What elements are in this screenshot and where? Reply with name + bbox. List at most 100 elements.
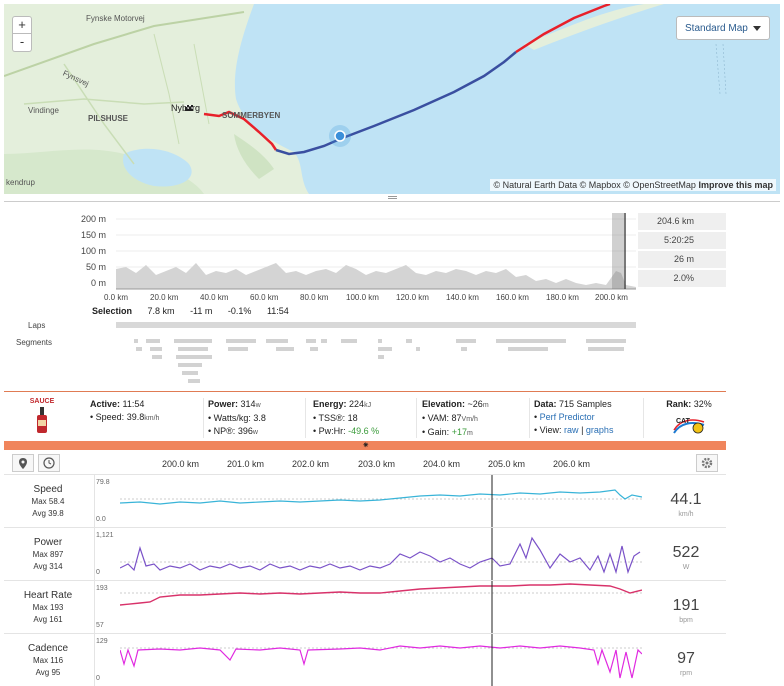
current-grade: 2.0% bbox=[638, 270, 726, 287]
stream-y-max: 193 bbox=[96, 585, 108, 592]
stream-y-max: 1,121 bbox=[96, 532, 114, 539]
elevation-profile-chart[interactable] bbox=[116, 213, 636, 295]
grip-icon bbox=[388, 196, 397, 199]
elevation-y-tick: 150 m bbox=[80, 230, 106, 240]
elevation-unit: m bbox=[482, 402, 489, 409]
elevation-column: Elevation: ~26m • VAM: 87Vm/h • Gain: +1… bbox=[422, 398, 530, 438]
map-style-dropdown[interactable]: Standard Map bbox=[676, 16, 770, 40]
map-pin-icon bbox=[19, 458, 27, 469]
attribution-text: © Natural Earth Data © Mapbox © OpenStre… bbox=[493, 180, 696, 190]
pwhr-label: Pw:Hr: bbox=[318, 426, 346, 436]
active-value: 11:54 bbox=[122, 399, 145, 409]
stream-max: Max 193 bbox=[32, 603, 64, 612]
time-axis-button[interactable] bbox=[38, 454, 60, 472]
current-elevation: 26 m bbox=[638, 251, 726, 268]
power-stream-label: Power Max 897 Avg 314 bbox=[4, 537, 92, 573]
heart-rate-stream-label: Heart Rate Max 193 Avg 161 bbox=[4, 590, 92, 626]
selection-elevation: -11 m bbox=[190, 306, 213, 316]
stream-y-min: 0 bbox=[96, 675, 100, 682]
category-badge-icon bbox=[673, 419, 705, 434]
elevation-x-tick: 100.0 km bbox=[346, 293, 379, 302]
segments-label: Segments bbox=[16, 338, 53, 347]
heart-rate-chart[interactable] bbox=[120, 581, 642, 633]
cadence-chart[interactable] bbox=[120, 634, 642, 686]
place-label: Vindinge bbox=[28, 106, 59, 115]
logo-text: SAUCE bbox=[29, 398, 55, 405]
speed-unit: km/h bbox=[144, 415, 160, 422]
stream-name: Cadence bbox=[27, 643, 69, 654]
energy-label: Energy: bbox=[313, 399, 347, 409]
speed-value: 39.8 bbox=[126, 412, 145, 422]
sauce-logo: SAUCE bbox=[22, 398, 62, 437]
pwhr-value: -49.6 % bbox=[348, 426, 380, 436]
zoom-out-button[interactable]: - bbox=[12, 34, 32, 52]
activity-summary: SAUCE Active: 11:54 • Speed: 39.8km/h Po… bbox=[4, 391, 726, 441]
speed-current-value: 44.1 bbox=[670, 491, 702, 508]
map-pin-button[interactable] bbox=[12, 454, 34, 472]
selection-time: 11:54 bbox=[266, 306, 289, 316]
route-map[interactable]: Fynske Motorvej Fynsvej Vindinge PILSHUS… bbox=[4, 4, 780, 194]
data-label: Data: bbox=[534, 399, 557, 409]
distance-tick: 206.0 km bbox=[553, 459, 591, 469]
stream-name: Heart Rate bbox=[23, 590, 73, 601]
active-column: Active: 11:54 • Speed: 39.8km/h bbox=[90, 398, 204, 438]
laps-bar[interactable] bbox=[116, 322, 636, 328]
stream-avg: Avg 39.8 bbox=[32, 509, 64, 518]
power-label: Power: bbox=[208, 399, 239, 409]
power-current-value: 522 bbox=[672, 544, 700, 561]
cadence-current-value: 97 bbox=[677, 650, 695, 667]
stream-max: Max 58.4 bbox=[31, 497, 65, 506]
vam-unit: Vm/h bbox=[461, 416, 478, 423]
data-column: Data: 715 Samples • Perf Predictor • Vie… bbox=[534, 398, 644, 438]
selection-label: Selection bbox=[92, 306, 133, 316]
raw-link[interactable]: raw bbox=[564, 425, 579, 435]
place-label: SOMMERBYEN bbox=[222, 111, 281, 120]
section-divider[interactable]: ⁕ bbox=[4, 441, 726, 450]
data-value: 715 Samples bbox=[559, 399, 612, 409]
segments-track[interactable] bbox=[116, 337, 636, 387]
elevation-y-tick: 0 m bbox=[90, 278, 106, 288]
heart-rate-current-value: 191 bbox=[672, 597, 700, 614]
map-resize-handle[interactable] bbox=[4, 194, 780, 202]
stream-name: Speed bbox=[33, 484, 63, 495]
stream-y-min: 0.0 bbox=[96, 516, 106, 523]
perf-predictor-link[interactable]: Perf Predictor bbox=[539, 412, 595, 422]
cadence-unit: rpm bbox=[679, 670, 693, 677]
cadence-stream-label: Cadence Max 116 Avg 95 bbox=[4, 643, 92, 679]
elevation-x-tick: 140.0 km bbox=[446, 293, 479, 302]
distance-tick: 201.0 km bbox=[227, 459, 265, 469]
speed-stream: Speed Max 58.4 Avg 39.8 79.8 0.0 44.1 km… bbox=[4, 474, 726, 527]
heart-rate-stream: Heart Rate Max 193 Avg 161 193 57 191 bp… bbox=[4, 580, 726, 633]
zoom-in-button[interactable]: + bbox=[12, 16, 32, 34]
selection-range[interactable] bbox=[612, 213, 626, 289]
stream-avg: Avg 314 bbox=[33, 562, 63, 571]
speed-unit: km/h bbox=[678, 511, 694, 518]
gain-unit: m bbox=[466, 430, 473, 437]
speed-chart[interactable] bbox=[120, 475, 642, 527]
gear-icon bbox=[701, 457, 713, 469]
stream-settings-button[interactable] bbox=[696, 454, 718, 472]
selection-distance: 7.8 km bbox=[147, 306, 175, 316]
rank-label: Rank: bbox=[666, 399, 692, 409]
rank-value: 32% bbox=[693, 399, 712, 409]
wkg-label: Watts/kg: bbox=[213, 413, 251, 423]
badge-text: CAT bbox=[676, 418, 690, 425]
rank-column: Rank: 32% CAT bbox=[656, 398, 722, 438]
selection-summary: Selection 7.8 km -11 m -0.1% 11:54 bbox=[92, 306, 302, 316]
np-label: NP®: bbox=[213, 426, 236, 436]
elevation-y-tick: 100 m bbox=[80, 246, 106, 256]
distance-tick: 205.0 km bbox=[488, 459, 526, 469]
elevation-x-tick: 160.0 km bbox=[496, 293, 529, 302]
place-label: PILSHUSE bbox=[88, 114, 129, 123]
power-chart[interactable] bbox=[120, 528, 642, 580]
vam-label: VAM: bbox=[427, 413, 449, 423]
active-label: Active: bbox=[90, 399, 121, 409]
rank-badge[interactable]: CAT bbox=[672, 413, 706, 435]
energy-column: Energy: 224kJ • TSS®: 18 • Pw:Hr: -49.6 … bbox=[313, 398, 417, 438]
stream-y-max: 79.8 bbox=[96, 479, 110, 486]
heart-rate-unit: bpm bbox=[679, 617, 693, 624]
total-distance: 204.6 km bbox=[638, 213, 726, 230]
improve-map-link[interactable]: Improve this map bbox=[698, 180, 773, 190]
graphs-link[interactable]: graphs bbox=[585, 425, 614, 435]
power-unit: w bbox=[255, 402, 261, 409]
